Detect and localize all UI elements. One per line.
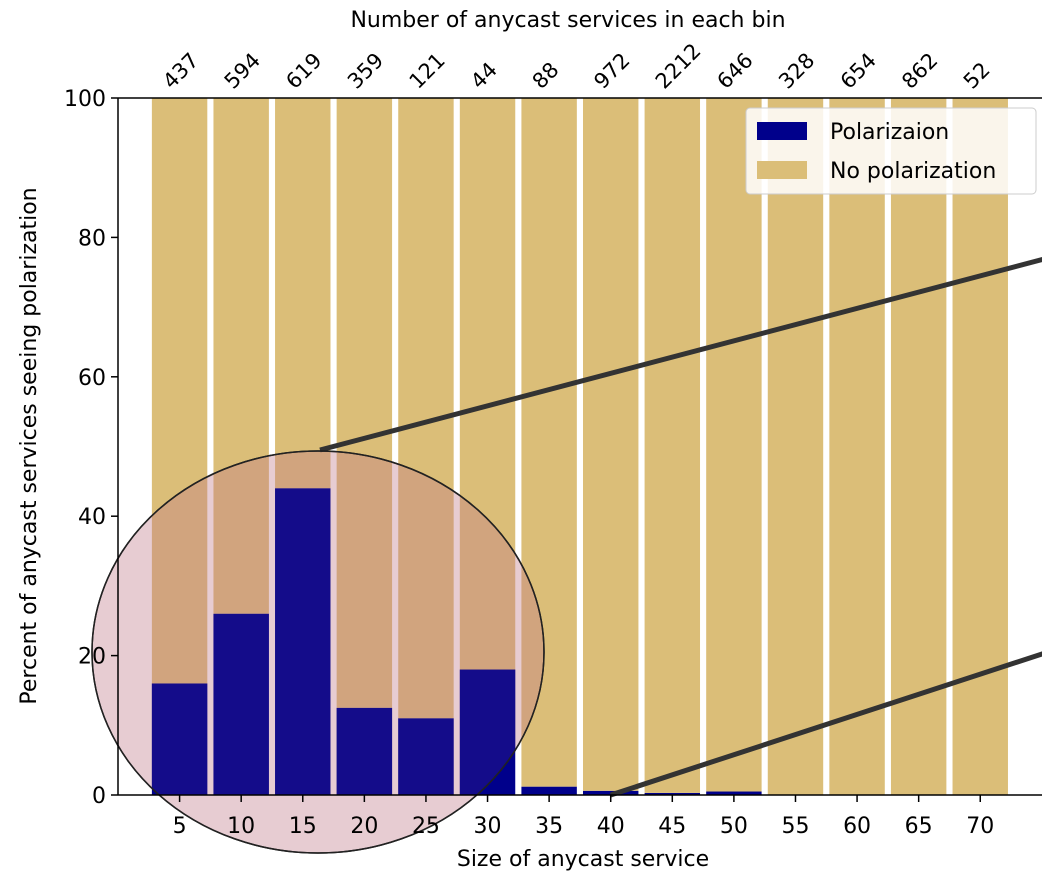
bar-no-polarization xyxy=(398,98,454,719)
top-axis-label: Number of anycast services in each bin xyxy=(350,8,785,33)
x-tick-label: 15 xyxy=(289,814,317,839)
bar-no-polarization xyxy=(644,98,701,793)
bin-count-label: 437 xyxy=(158,48,203,93)
bin-count-label: 328 xyxy=(774,48,819,93)
bin-count-label: 2212 xyxy=(651,39,706,94)
legend: Polarizaion No polarization xyxy=(745,107,1037,195)
bin-count-label: 619 xyxy=(281,48,326,93)
x-tick-label: 40 xyxy=(597,814,625,839)
x-tick-label: 35 xyxy=(535,814,563,839)
legend-label-no-polarization: No polarization xyxy=(830,159,996,184)
bar-polarization xyxy=(521,786,577,795)
x-tick-label: 20 xyxy=(350,814,378,839)
y-tick-label: 0 xyxy=(92,784,106,809)
x-tick-label: 70 xyxy=(966,814,994,839)
bin-count-label: 594 xyxy=(220,48,265,93)
bin-count-label: 654 xyxy=(836,48,881,93)
bar-no-polarization xyxy=(151,98,208,684)
x-tick-label: 45 xyxy=(658,814,686,839)
y-axis-label: Percent of anycast services seeing polar… xyxy=(17,187,42,704)
y-tick-label: 20 xyxy=(78,645,106,670)
bar-no-polarization xyxy=(583,98,639,791)
x-tick-label: 10 xyxy=(227,814,255,839)
bin-count-label: 646 xyxy=(712,48,757,93)
legend-label-polarization: Polarizaion xyxy=(830,120,949,145)
x-tick-label: 50 xyxy=(720,814,748,839)
x-axis-label: Size of anycast service xyxy=(457,847,709,872)
zoom-inset-outline xyxy=(91,450,545,854)
legend-box xyxy=(745,107,1037,195)
x-tick-label: 65 xyxy=(905,814,933,839)
bar-no-polarization xyxy=(706,98,762,792)
y-ticks: 0 20 40 60 80 100 xyxy=(64,87,118,809)
bin-count-labels: 437 594 619 359 121 44 88 972 2212 646 328 654 862 52 xyxy=(158,39,995,94)
bin-count-label: 972 xyxy=(589,48,634,93)
bin-count-label: 121 xyxy=(405,48,450,93)
bar-polarization xyxy=(644,792,701,795)
bin-count-label: 359 xyxy=(343,48,388,93)
y-tick-label: 100 xyxy=(64,87,106,112)
bar-no-polarization xyxy=(829,98,885,795)
bar-no-polarization xyxy=(521,98,577,787)
bar-polarization xyxy=(706,791,762,795)
bar-no-polarization xyxy=(336,98,393,708)
bin-count-label: 88 xyxy=(528,58,564,94)
y-tick-label: 80 xyxy=(78,226,106,251)
x-tick-label: 55 xyxy=(781,814,809,839)
bin-count-label: 862 xyxy=(897,48,942,93)
bar-no-polarization xyxy=(890,98,947,795)
x-tick-label: 30 xyxy=(474,814,502,839)
zoom-bar-polarization xyxy=(336,707,393,795)
zoom-bar-polarization xyxy=(151,683,208,795)
bin-count-label: 44 xyxy=(466,58,502,94)
x-tick-label: 5 xyxy=(173,814,187,839)
zoom-bar-polarization xyxy=(398,718,454,795)
zoom-connector-upper xyxy=(319,256,1042,453)
y-tick-label: 60 xyxy=(78,366,106,391)
zoom-bar-polarization xyxy=(213,613,269,795)
bar-no-polarization xyxy=(213,98,269,614)
x-tick-label: 60 xyxy=(843,814,871,839)
bar-no-polarization xyxy=(767,98,824,795)
x-tick-label: 25 xyxy=(412,814,440,839)
legend-swatch-polarization xyxy=(757,122,807,140)
bar-no-polarization xyxy=(952,98,1008,795)
zoom-connector-lower xyxy=(609,651,1042,798)
zoom-bar-polarization xyxy=(275,488,331,795)
y-tick-label: 40 xyxy=(78,505,106,530)
bin-count-label: 52 xyxy=(959,58,995,94)
legend-swatch-no-polarization xyxy=(757,161,807,179)
x-ticks: 5 10 15 20 25 30 35 40 45 50 55 60 65 70 xyxy=(173,795,994,839)
bar-no-polarization xyxy=(459,98,516,670)
bar-no-polarization xyxy=(275,98,331,489)
